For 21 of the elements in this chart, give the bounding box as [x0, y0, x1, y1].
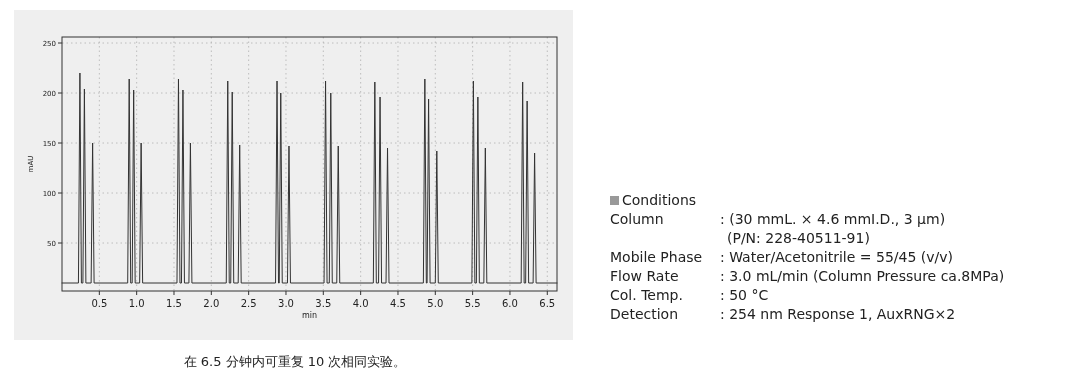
x-tick-label: 3.0 — [278, 298, 294, 309]
x-tick-label: 6.0 — [502, 298, 518, 309]
x-tick-label: 2.0 — [203, 298, 220, 309]
text: Mobile Phase : Water/Acetonitrile = 55/45 (v/v) — [610, 249, 954, 265]
x-tick-label: 1.0 — [128, 298, 145, 309]
x-tick-label: 1.5 — [166, 298, 182, 309]
x-tick-label: 4.0 — [352, 298, 369, 309]
text: Conditions — [622, 192, 697, 208]
text: Column : (30 mmL. × 4.6 mmI.D., 3 µm) (P/N: 228-40511-91) — [610, 211, 946, 246]
x-tick-label: 5.0 — [427, 298, 444, 309]
text: 在 6.5 分钟内可重复 10 次相同实验。 — [183, 354, 407, 369]
text: Detection : 254 nm Response 1, AuxRNG×2 — [610, 306, 956, 322]
x-tick-label: 3.5 — [315, 298, 332, 309]
x-tick-label: 6.5 — [539, 298, 556, 309]
x-tick-label: 0.5 — [91, 298, 108, 309]
x-axis-title: min — [301, 311, 318, 320]
x-tick-label: 5.5 — [464, 298, 481, 309]
text: Flow Rate : 3.0 mL/min (Column Pressure ca.8MPa) — [610, 268, 1005, 284]
x-tick-label: 4.5 — [390, 298, 406, 309]
x-tick-label: 2.5 — [240, 298, 257, 309]
text: Col. Temp. : 50 °C — [610, 287, 769, 303]
